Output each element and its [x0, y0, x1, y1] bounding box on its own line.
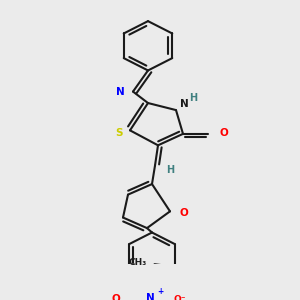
- Text: O⁻: O⁻: [174, 295, 186, 300]
- Text: H: H: [166, 165, 174, 175]
- Text: CH₃: CH₃: [128, 258, 146, 267]
- Text: N: N: [180, 99, 189, 109]
- Text: N: N: [146, 293, 154, 300]
- Text: O: O: [112, 294, 120, 300]
- Text: H: H: [189, 93, 197, 103]
- Text: S: S: [115, 128, 123, 138]
- Text: N: N: [116, 87, 125, 97]
- Text: +: +: [157, 287, 163, 296]
- Text: O: O: [220, 128, 229, 138]
- Text: O: O: [180, 208, 189, 218]
